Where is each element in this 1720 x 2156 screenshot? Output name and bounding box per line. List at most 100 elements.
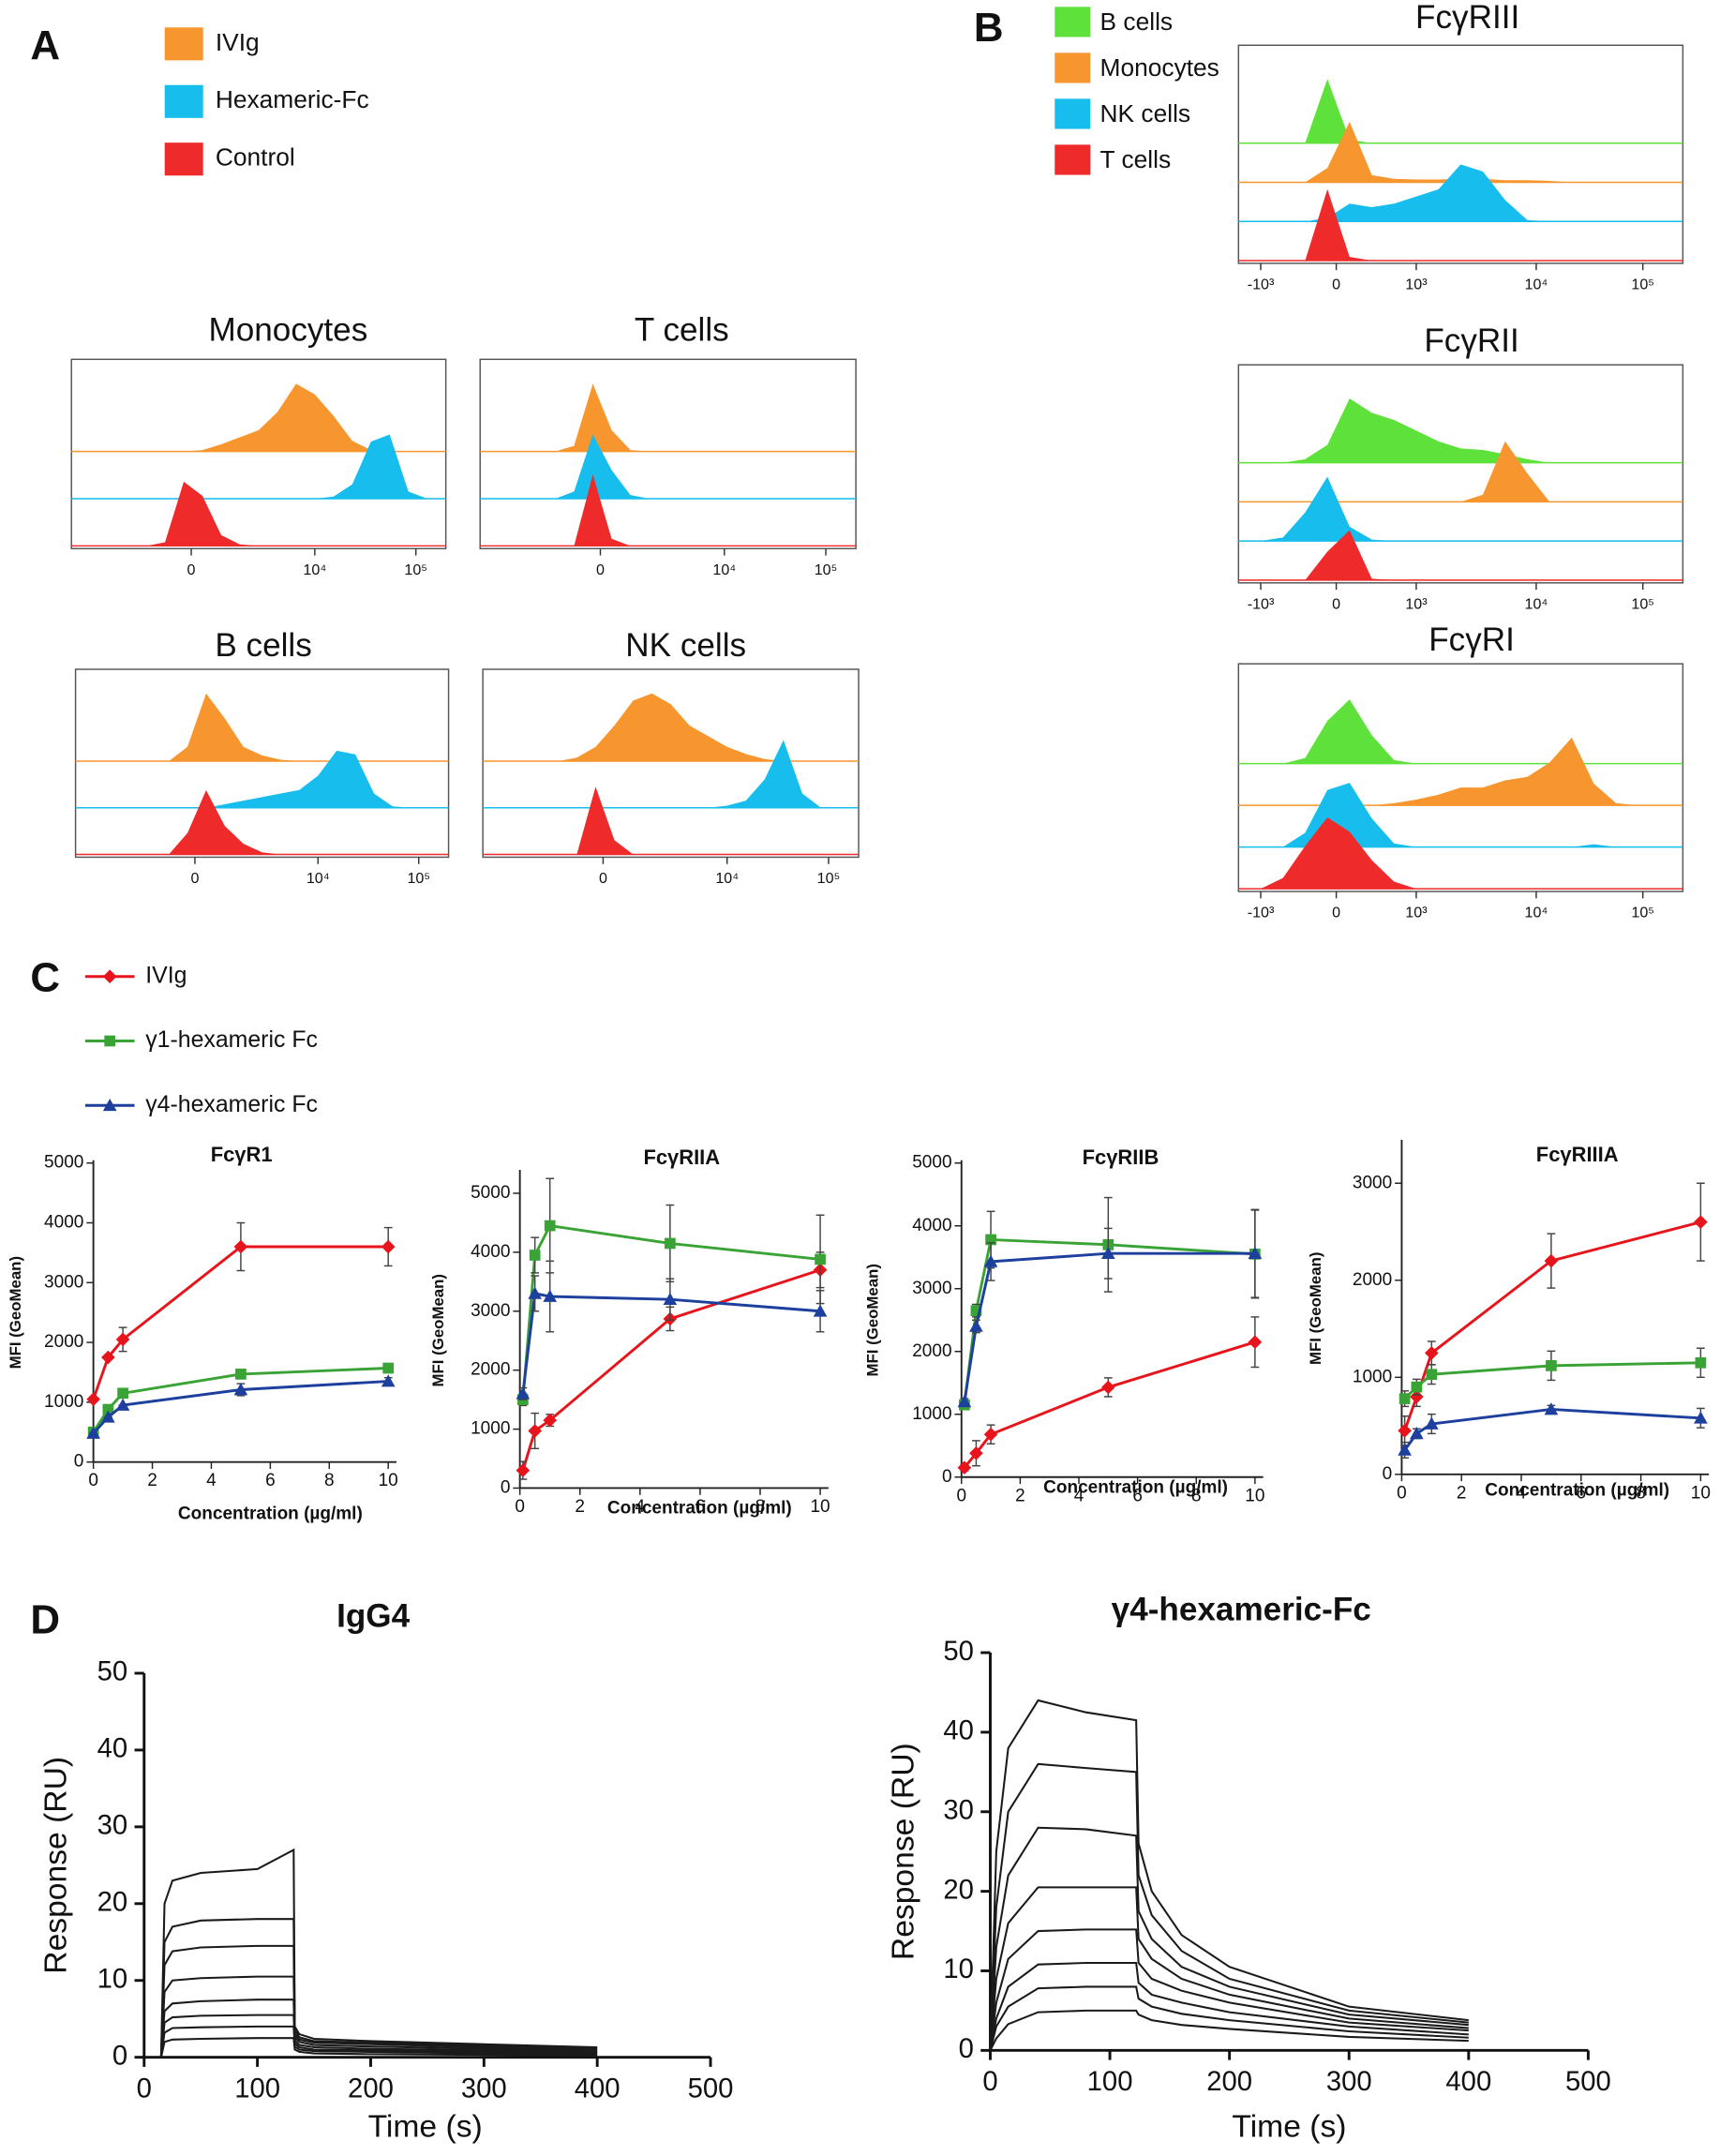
y-tick-label: 30 [943,1795,974,1825]
x-tick-label: 4 [206,1471,217,1490]
marker [1544,1402,1559,1415]
x-tick-label: 6 [695,1497,706,1517]
marker [516,1463,531,1477]
series-line [963,1251,1255,1402]
marker [1410,1427,1424,1440]
x-tick-label: 10⁴ [1525,277,1548,293]
histogram-trace [75,750,449,808]
chart-title: NK cells [625,627,746,664]
y-tick-label: 2000 [471,1360,510,1380]
x-tick-label: 2 [1015,1486,1025,1505]
marker [86,1426,100,1439]
x-tick-label: 10⁵ [1631,277,1654,293]
y-tick-label: 4000 [471,1242,510,1262]
legend-label: NK cells [1100,99,1191,127]
plot-frame [479,358,857,549]
histogram-trace [1238,398,1683,463]
y-tick-label: 10 [943,1954,974,1984]
legend-label: Hexameric-Fc [216,85,369,113]
histogram-trace [480,383,857,452]
legend-swatch [1054,7,1091,37]
y-tick-label: 4000 [912,1216,951,1235]
y-tick-label: 50 [943,1637,974,1667]
marker [101,1410,115,1423]
legend-label: Monocytes [1100,53,1219,82]
histogram-trace [1238,783,1683,847]
marker [815,1253,826,1265]
x-tick-label: 10⁵ [815,561,838,578]
y-axis-label: MFI (GeoMean) [1307,1252,1324,1366]
marker [115,1332,130,1347]
y-tick-label: 1000 [912,1404,951,1424]
x-tick-label: 10 [1245,1486,1264,1505]
y-axis-label: MFI (GeoMean) [429,1274,447,1387]
histogram-trace [1238,121,1683,183]
x-tick-label: 400 [575,2074,621,2104]
y-tick-label: 2000 [912,1341,951,1361]
marker [1694,1411,1708,1424]
y-tick-label: 2000 [1353,1270,1392,1290]
y-axis-label: Response (RU) [38,1757,73,1974]
marker [102,1403,114,1415]
x-tick-label: 0 [1397,1483,1407,1503]
x-tick-label: 10⁵ [407,870,430,887]
y-axis-label: MFI (GeoMean) [7,1256,24,1370]
x-tick-label: 10⁵ [1631,905,1654,921]
marker [1425,1346,1439,1360]
legend-swatch [1054,98,1091,129]
marker [1695,1356,1707,1369]
marker [663,1292,678,1306]
marker [102,969,117,984]
marker [1426,1369,1438,1381]
sensorgram-curve [989,2009,1469,2051]
marker [813,1304,828,1317]
x-tick-label: 0 [599,870,607,887]
x-tick-label: 10⁴ [715,870,739,887]
x-tick-label: 10⁵ [1631,595,1654,612]
x-tick-label: 10⁵ [404,561,427,578]
y-tick-label: 40 [97,1734,128,1764]
x-tick-label: 10 [1691,1483,1711,1503]
y-tick-label: 20 [943,1875,974,1905]
histogram-trace [1238,699,1683,764]
legend-label: T cells [1100,145,1172,173]
x-tick-label: 10⁴ [303,561,326,578]
y-tick-label: 0 [942,1467,952,1487]
y-tick-label: 5000 [912,1153,951,1173]
x-tick-label: 0 [1332,277,1340,293]
histogram-trace [75,693,449,762]
sensorgram-curve [989,1886,1469,2051]
y-tick-label: 5000 [471,1183,510,1203]
y-tick-label: 1000 [1353,1367,1392,1386]
marker [102,1098,117,1112]
y-tick-label: 50 [97,1657,128,1687]
y-tick-label: 20 [97,1888,128,1918]
x-axis-label: Concentration (µg/ml) [607,1498,792,1518]
x-tick-label: -10³ [1248,905,1275,921]
chart-title: Monocytes [208,311,367,348]
plot-frame [1237,44,1684,264]
legend-label: γ1-hexameric Fc [145,1026,318,1053]
marker [1425,1416,1439,1430]
x-tick-label: 8 [1191,1486,1202,1505]
y-tick-label: 4000 [44,1213,83,1233]
legend-label: IVIg [145,962,187,988]
marker [544,1220,556,1232]
x-tick-label: 10 [379,1471,398,1490]
x-tick-label: 8 [324,1471,335,1490]
marker [117,1387,128,1400]
x-tick-label: 10⁴ [712,561,736,578]
marker [235,1369,247,1380]
marker [1546,1360,1557,1371]
histogram-trace [1238,164,1683,222]
marker [382,1362,395,1374]
marker [1411,1381,1423,1393]
sensorgram-curve [989,1928,1469,2051]
marker [1398,1443,1412,1456]
x-tick-label: 4 [1074,1486,1084,1505]
marker [1398,1393,1411,1404]
x-tick-label: 6 [1577,1483,1587,1503]
y-tick-label: 0 [74,1452,84,1472]
x-tick-label: 6 [265,1471,276,1490]
